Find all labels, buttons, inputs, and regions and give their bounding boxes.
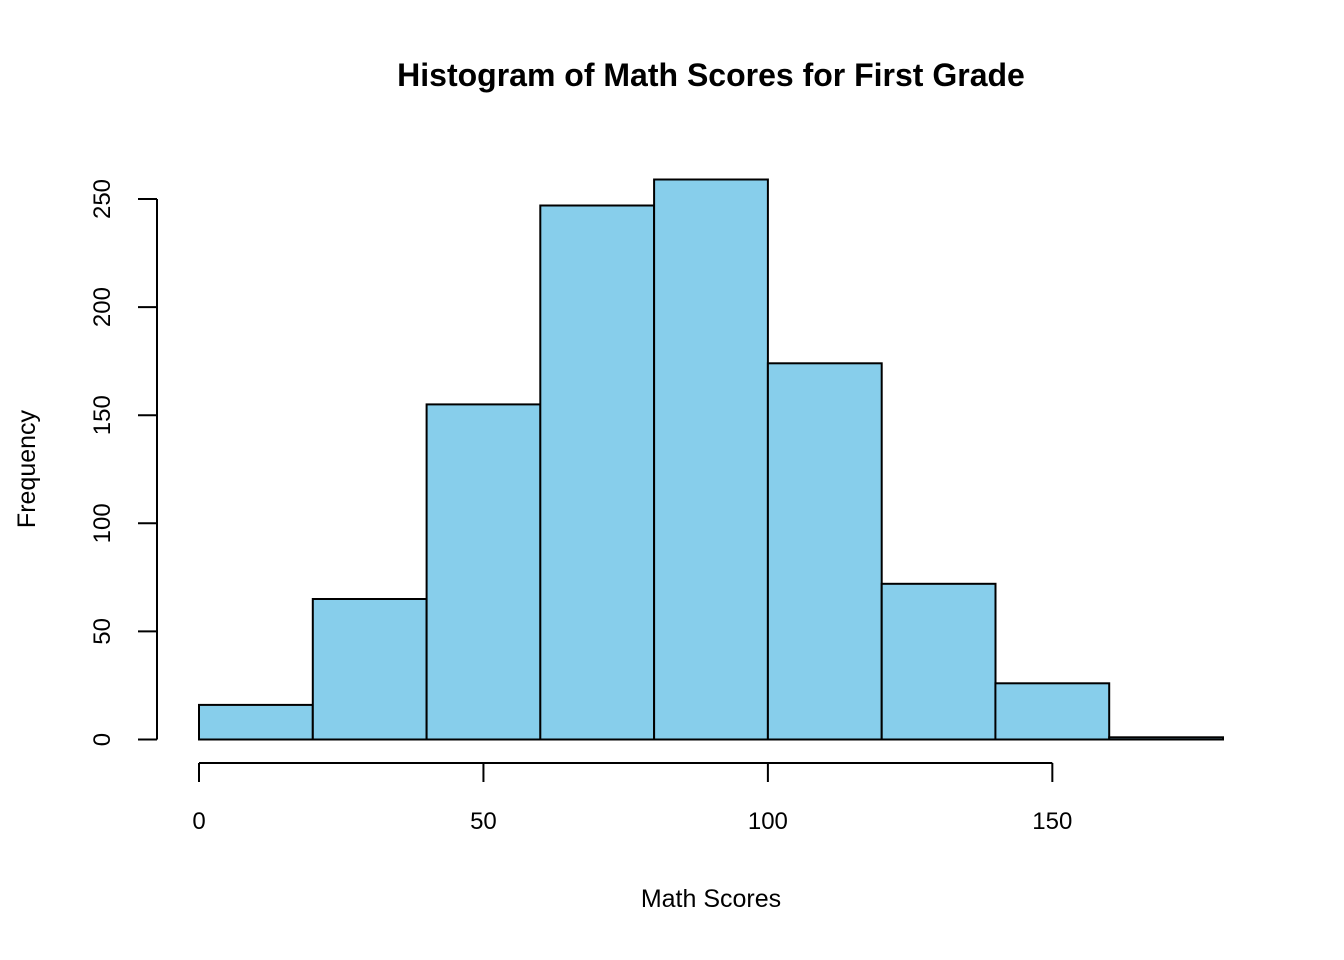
histogram-bar xyxy=(766,362,883,741)
y-tick-label: 150 xyxy=(89,395,116,435)
histogram-bar xyxy=(198,703,314,741)
chart-title: Histogram of Math Scores for First Grade xyxy=(397,57,1025,93)
histogram-bar xyxy=(653,178,769,741)
histogram-bar xyxy=(1108,736,1224,741)
x-tick-label: 0 xyxy=(192,808,205,835)
x-tick-label: 150 xyxy=(1032,808,1072,835)
histogram-bar xyxy=(539,204,656,741)
x-tick-label: 100 xyxy=(748,808,788,835)
x-tick-label: 50 xyxy=(470,808,497,835)
histogram-bar xyxy=(311,598,428,741)
histogram-bar xyxy=(425,403,542,741)
y-tick-label: 0 xyxy=(89,733,116,746)
x-axis-label: Math Scores xyxy=(640,885,782,913)
y-tick-label: 100 xyxy=(89,503,116,543)
y-tick-label: 50 xyxy=(89,618,116,645)
y-tick-label: 200 xyxy=(89,287,116,327)
y-tick-label: 250 xyxy=(89,179,116,219)
histogram-bar xyxy=(880,582,997,741)
histogram-bar xyxy=(994,682,1111,741)
y-axis-label: Frequency xyxy=(13,409,41,529)
